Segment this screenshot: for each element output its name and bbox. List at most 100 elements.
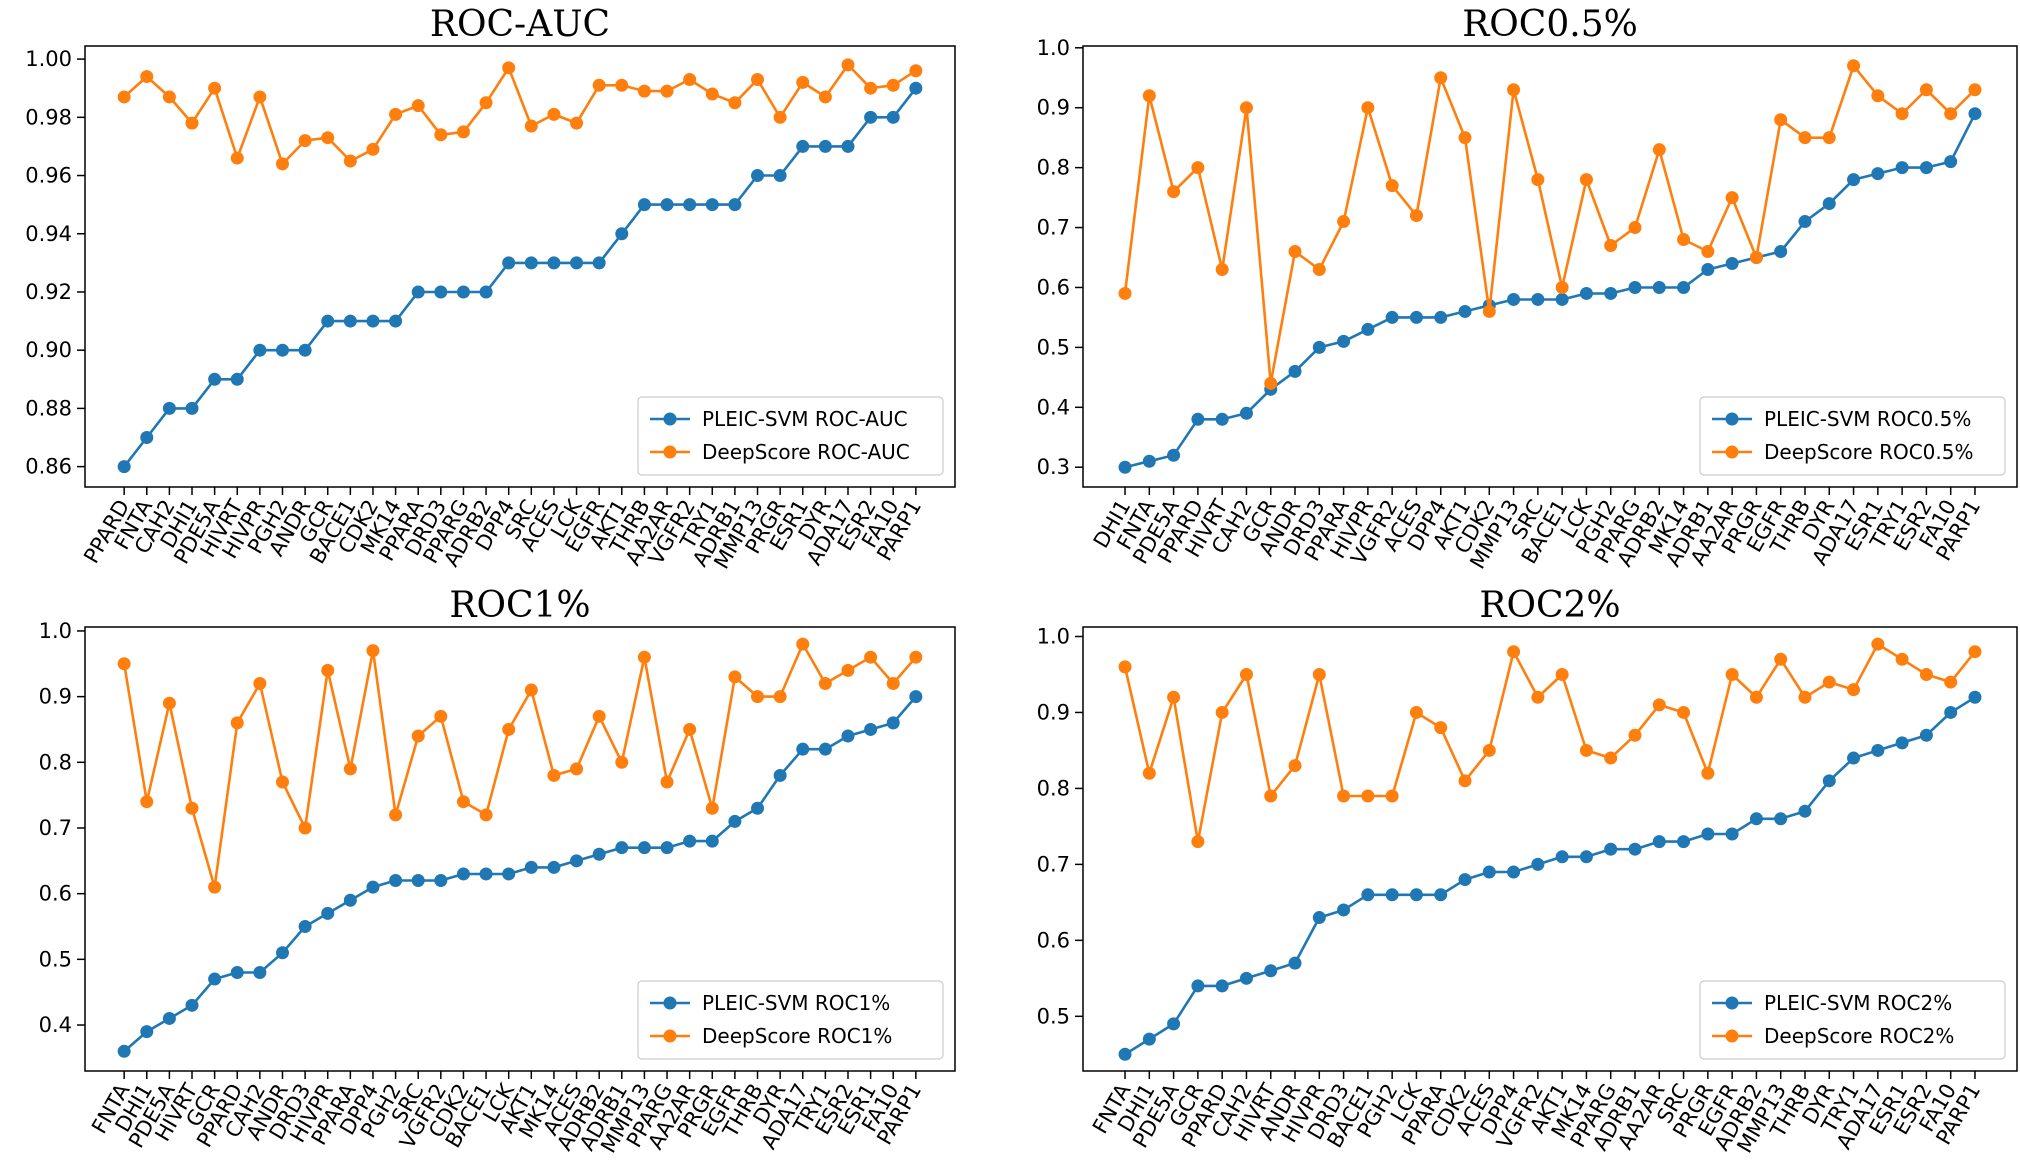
data-point (1215, 412, 1229, 426)
legend: PLEIC-SVM ROC0.5% DeepScore ROC0.5% (1699, 396, 2006, 476)
data-point (321, 131, 335, 145)
data-point (1725, 191, 1739, 205)
data-point (185, 801, 199, 815)
data-point (1701, 827, 1715, 841)
data-point (434, 128, 448, 142)
legend: PLEIC-SVM ROC2% DeepScore ROC2% (1699, 980, 2006, 1060)
data-point (751, 801, 765, 815)
data-point (1385, 310, 1399, 324)
data-point (683, 72, 697, 86)
legend-label: DeepScore ROC1% (702, 1024, 892, 1048)
data-point (1167, 185, 1181, 199)
data-point (1385, 888, 1399, 902)
data-point (886, 110, 900, 124)
y-tick-label: 0.5 (1037, 335, 1070, 359)
data-point (253, 965, 267, 979)
y-tick-label: 0.8 (39, 750, 72, 774)
data-point (1798, 131, 1812, 145)
y-tick-label: 1.0 (1037, 36, 1070, 60)
data-point (1871, 743, 1885, 757)
data-point (140, 795, 154, 809)
data-point (456, 795, 470, 809)
data-point (547, 107, 561, 121)
y-tick-label: 0.5 (39, 947, 72, 971)
data-point (1312, 667, 1326, 681)
data-point (366, 644, 380, 658)
data-point (230, 372, 244, 386)
series-pleic-svm-roc0-5 (1118, 107, 1982, 474)
data-point (1628, 221, 1642, 235)
y-tick-label: 0.92 (25, 280, 72, 304)
data-point (1458, 774, 1472, 788)
data-point (140, 431, 154, 445)
chart-title: ROC-AUC (430, 4, 610, 45)
data-point (1847, 59, 1861, 73)
y-tick-label: 0.86 (25, 455, 72, 479)
data-point (1361, 322, 1375, 336)
y-tick-label: 0.5 (1037, 1004, 1070, 1028)
data-point (1847, 683, 1861, 697)
data-point (298, 920, 312, 934)
data-point (1312, 340, 1326, 354)
legend-box (637, 980, 944, 1060)
data-point (886, 676, 900, 690)
series-pleic-svm-roc1 (117, 690, 923, 1058)
data-point (1385, 179, 1399, 193)
data-point (321, 906, 335, 920)
data-point (1725, 667, 1739, 681)
data-point (1288, 759, 1302, 773)
data-point (1167, 1017, 1181, 1031)
legend-box (1699, 396, 2006, 476)
data-point (615, 841, 629, 855)
data-point (1919, 667, 1933, 681)
data-point (1215, 979, 1229, 993)
series-pleic-svm-roc2 (1118, 690, 1982, 1061)
data-point (411, 99, 425, 113)
data-point (909, 690, 923, 704)
data-point (1701, 766, 1715, 780)
series-deepscore-roc2 (1118, 637, 1982, 849)
chart-panel-roc-auc: ROC-AUC 0.86 0.88 0.90 0.92 0.94 0.96 0.98 1.00 P… (25, 4, 956, 573)
data-point (230, 151, 244, 165)
data-point (1507, 865, 1521, 879)
data-point (1725, 827, 1739, 841)
data-point (615, 227, 629, 241)
data-point (592, 847, 606, 861)
data-point (366, 880, 380, 894)
series-pleic-svm-roc-auc (117, 81, 923, 474)
data-point (1604, 751, 1618, 765)
data-point (570, 854, 584, 868)
data-point (1701, 245, 1715, 259)
data-point (1409, 705, 1423, 719)
data-point (1555, 667, 1569, 681)
y-tick-label: 1.0 (39, 619, 72, 643)
data-point (1871, 637, 1885, 651)
y-tick-label: 0.88 (25, 396, 72, 420)
plot-frame (84, 626, 956, 1072)
data-point (1361, 789, 1375, 803)
data-point (1677, 233, 1691, 247)
data-point (796, 742, 810, 756)
y-tick-label: 0.4 (1037, 395, 1070, 419)
data-point (1749, 812, 1763, 826)
y-tick-label: 1.00 (25, 47, 72, 71)
data-point (208, 372, 222, 386)
data-point (1337, 334, 1351, 348)
data-point (1409, 888, 1423, 902)
data-point (1919, 728, 1933, 742)
data-point (773, 690, 787, 704)
data-point (1507, 645, 1521, 659)
data-point (1652, 143, 1666, 157)
data-point (366, 314, 380, 328)
data-point (1944, 155, 1958, 169)
data-point (321, 314, 335, 328)
y-tick-label: 0.90 (25, 338, 72, 362)
data-point (1919, 83, 1933, 97)
data-point (751, 169, 765, 183)
data-point (456, 125, 470, 139)
data-point (1482, 865, 1496, 879)
data-point (1628, 842, 1642, 856)
legend-swatch-marker (663, 1029, 677, 1043)
data-point (117, 90, 131, 104)
data-point (1482, 743, 1496, 757)
